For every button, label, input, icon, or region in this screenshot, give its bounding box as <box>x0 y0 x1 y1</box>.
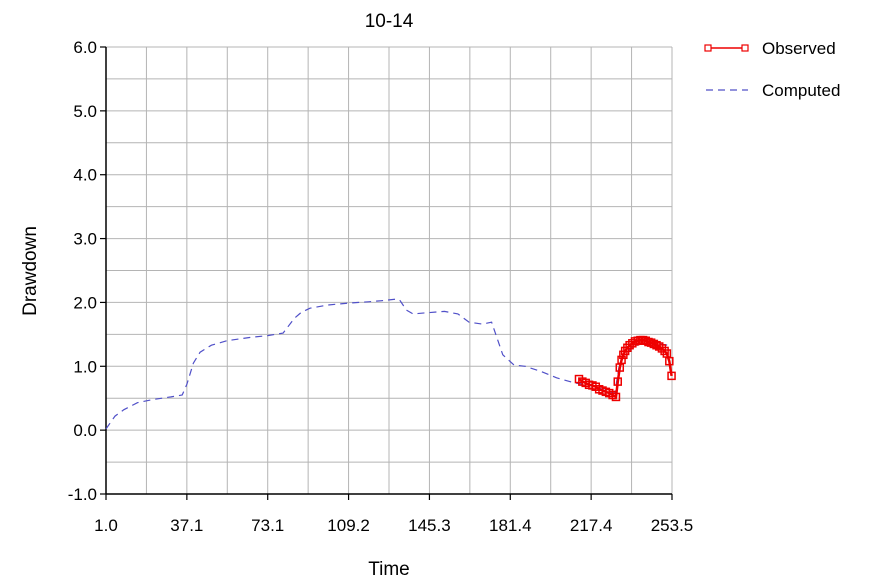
y-tick-label: 3.0 <box>73 230 97 249</box>
x-tick-label: 109.2 <box>327 516 370 535</box>
observed-point <box>628 339 637 348</box>
x-tick-label: 145.3 <box>408 516 451 535</box>
legend-marker-observed <box>704 44 712 52</box>
legend-marker-observed <box>741 44 749 52</box>
y-tick-label: -1.0 <box>68 485 97 504</box>
observed-point <box>617 355 626 365</box>
observed-point <box>667 371 676 381</box>
y-tick-label: 2.0 <box>73 293 97 312</box>
x-tick-label: 73.1 <box>251 516 284 535</box>
series-layer <box>105 298 676 430</box>
x-tick-label: 1.0 <box>94 516 118 535</box>
x-tick-label: 217.4 <box>570 516 613 535</box>
observed-point <box>649 339 659 349</box>
observed-point <box>665 356 674 366</box>
legend-label-observed: Observed <box>762 39 836 58</box>
observed-point <box>657 344 667 353</box>
x-axis-label: Time <box>368 559 410 580</box>
x-tick-label: 181.4 <box>489 516 532 535</box>
chart-title: 10-14 <box>365 11 414 32</box>
legend: Observed Computed <box>704 39 840 100</box>
legend-label-computed: Computed <box>762 81 840 100</box>
grid-lines <box>105 46 673 495</box>
y-tick-label: 4.0 <box>73 166 97 185</box>
observed-point <box>654 342 664 351</box>
y-tick-label: 0.0 <box>73 421 97 440</box>
x-tick-label: 37.1 <box>170 516 203 535</box>
y-axis-label: Drawdown <box>20 226 41 316</box>
axes: 1.0 37.1 73.1 109.2 145.3 181.4 217.4 253.5 -1.0… <box>68 38 694 535</box>
observed-point <box>641 336 651 345</box>
observed-point <box>646 338 656 347</box>
y-tick-label: 1.0 <box>73 357 97 376</box>
y-tick-label: 5.0 <box>73 102 97 121</box>
observed-point <box>660 346 669 356</box>
y-tick-label: 6.0 <box>73 38 97 57</box>
computed-series-line <box>105 298 673 430</box>
observed-point <box>613 377 623 386</box>
x-tick-label: 253.5 <box>651 516 694 535</box>
observed-point <box>623 343 632 353</box>
observed-point <box>611 392 621 402</box>
